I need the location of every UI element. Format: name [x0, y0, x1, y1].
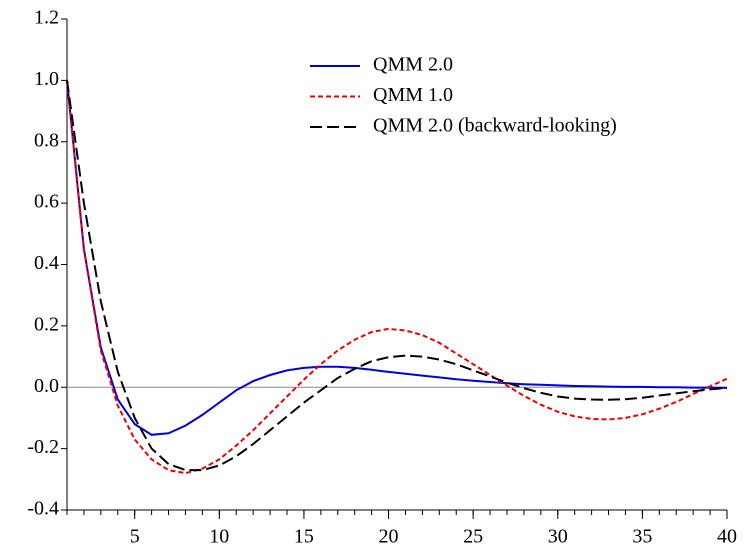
y-tick-label: 0.6 — [34, 191, 59, 213]
legend-label: QMM 2.0 — [373, 54, 453, 76]
y-tick-label: 0.4 — [34, 252, 59, 274]
series-line — [66, 80, 728, 472]
y-tick-label: -0.2 — [27, 436, 59, 458]
y-tick-label: -0.4 — [27, 498, 59, 520]
y-tick-label: 1.2 — [34, 7, 59, 29]
x-tick-label: 10 — [209, 526, 229, 548]
x-tick-label: 40 — [717, 526, 737, 548]
y-tick-label: 0.0 — [34, 375, 59, 397]
legend-label: QMM 2.0 (backward-looking) — [373, 115, 617, 137]
y-tick-label: 0.2 — [34, 313, 59, 335]
x-tick-label: 35 — [632, 526, 652, 548]
y-tick-label: 1.0 — [34, 68, 59, 90]
x-tick-label: 15 — [294, 526, 314, 548]
x-tick-label: 25 — [463, 526, 483, 548]
y-tick-label: 0.8 — [34, 129, 59, 151]
x-tick-label: 30 — [548, 526, 568, 548]
series-line — [66, 80, 728, 436]
x-tick-label: 5 — [130, 526, 140, 548]
x-tick-label: 20 — [379, 526, 399, 548]
legend-label: QMM 1.0 — [373, 84, 453, 106]
series-line — [66, 80, 728, 475]
